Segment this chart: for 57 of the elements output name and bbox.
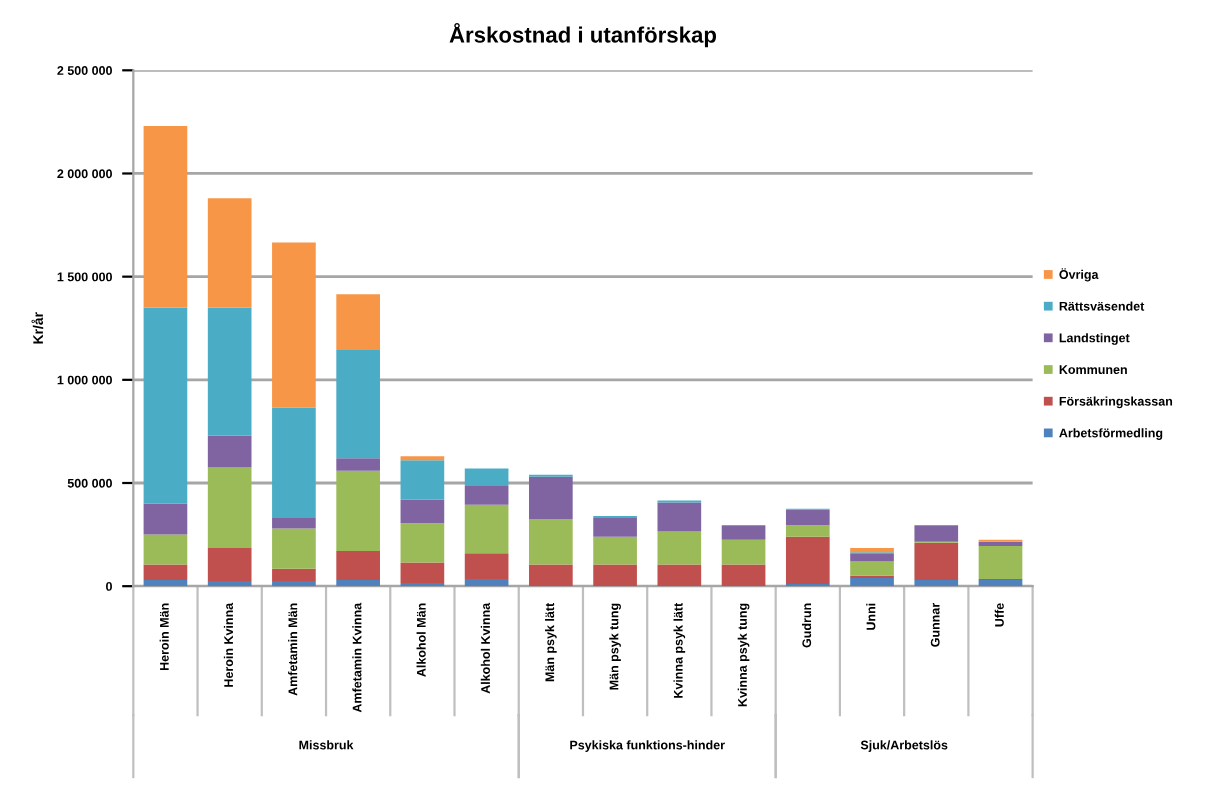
bar [336, 470, 380, 552]
bar [400, 460, 445, 500]
bar [850, 561, 894, 576]
bar [464, 504, 509, 554]
bar [721, 525, 766, 540]
bar [529, 476, 573, 520]
bar [336, 458, 380, 471]
bar [850, 577, 894, 587]
bar [978, 579, 1023, 587]
bar [464, 468, 509, 487]
bar [721, 539, 766, 565]
bar [400, 562, 445, 584]
bar [143, 579, 188, 587]
bar [464, 578, 509, 587]
bar [272, 518, 316, 529]
bar [207, 467, 252, 549]
bar [785, 509, 830, 526]
bar [207, 548, 252, 582]
bar [657, 531, 702, 565]
bar [207, 435, 252, 468]
bar [143, 564, 188, 580]
bar [593, 564, 637, 587]
bar [400, 523, 445, 563]
bar [529, 519, 573, 565]
bar [914, 542, 959, 580]
bar [272, 528, 316, 569]
bar [207, 307, 252, 436]
bar [850, 553, 894, 562]
bar [593, 536, 637, 565]
bar [593, 518, 637, 537]
bar [657, 502, 702, 532]
bar [721, 564, 766, 587]
bar [207, 198, 252, 308]
bar [272, 407, 316, 519]
bar [207, 581, 252, 587]
bar [143, 307, 188, 504]
bar [272, 568, 316, 582]
bar [336, 294, 380, 350]
bar [336, 579, 380, 587]
bar [785, 536, 830, 585]
bar [657, 564, 702, 587]
chart-title: Årskostnad i utanförskap [449, 22, 717, 48]
bar [464, 553, 509, 579]
bar [336, 349, 380, 459]
bar [914, 525, 959, 542]
bar [336, 551, 380, 580]
bar [785, 525, 830, 537]
bar [272, 242, 316, 408]
bar [978, 545, 1023, 579]
bar [914, 579, 959, 587]
bar [272, 581, 316, 587]
bar [464, 486, 509, 505]
bar [529, 564, 573, 587]
bar [143, 534, 188, 565]
bar [143, 126, 188, 308]
bar [143, 503, 188, 535]
bar [400, 499, 445, 524]
